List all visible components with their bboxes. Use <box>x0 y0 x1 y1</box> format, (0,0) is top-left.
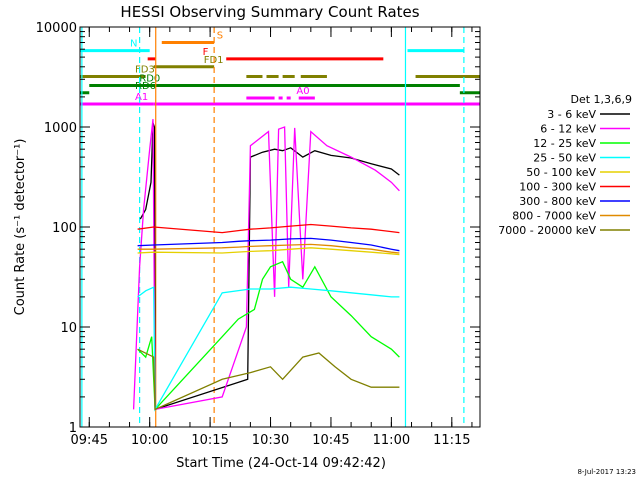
legend-entry-6: 300 - 800 keV <box>519 195 596 208</box>
x-tick-label-3: 10:30 <box>252 433 289 448</box>
series-lines <box>132 119 400 412</box>
x-tick-label-2: 10:15 <box>191 433 228 448</box>
flag-label-s: S <box>217 30 223 41</box>
chart-title: HESSI Observing Summary Count Rates <box>120 3 419 21</box>
flag-label-fd3: FD3 <box>135 64 155 75</box>
legend-entry-8: 7000 - 20000 keV <box>498 224 596 237</box>
y-tick-label-4: 10000 <box>36 21 77 36</box>
x-tick-label-0: 09:45 <box>71 433 108 448</box>
legend-entry-3: 25 - 50 keV <box>533 152 596 165</box>
flag-label-a1: A1 <box>135 92 148 103</box>
series-line-7 <box>137 243 400 254</box>
legend-entry-5: 100 - 300 keV <box>519 181 596 194</box>
series-line-8 <box>137 348 400 411</box>
flag-label-a0: A0 <box>296 86 309 97</box>
x-tick-label-4: 10:45 <box>312 433 349 448</box>
series-line-3 <box>137 286 400 412</box>
series-line-1 <box>132 119 400 411</box>
legend-entry-7: 800 - 7000 keV <box>512 210 596 223</box>
flag-label-f: F <box>203 47 209 58</box>
x-axis-label: Start Time (24-Oct-14 09:42:42) <box>176 456 386 471</box>
y-axis-label: Count Rate (s⁻¹ detector⁻¹) <box>13 139 28 316</box>
x-tick-label-5: 11:00 <box>373 433 410 448</box>
y-tick-label-3: 1000 <box>44 121 77 136</box>
series-line-6 <box>137 237 400 252</box>
legend-title: Det 1,3,6,9 <box>570 93 632 106</box>
footer-timestamp: 8-Jul-2017 13:23 <box>577 468 636 476</box>
series-line-5 <box>137 223 400 234</box>
x-tick-label-1: 10:00 <box>131 433 168 448</box>
flag-label-rd0: RD0 <box>139 74 160 85</box>
series-line-4 <box>137 247 400 256</box>
legend-entry-2: 12 - 25 keV <box>533 137 596 150</box>
y-tick-label-1: 10 <box>60 321 77 336</box>
legend-entry-4: 50 - 100 keV <box>526 166 596 179</box>
x-tick-label-6: 11:15 <box>433 433 470 448</box>
legend-entry-1: 6 - 12 keV <box>540 123 596 136</box>
y-tick-label-0: 1 <box>69 421 77 436</box>
y-tick-label-2: 100 <box>52 221 77 236</box>
flag-bars: SNFFD1FD3RD0RD6A0A1 <box>80 30 480 106</box>
flag-label-rd6: RD6 <box>135 81 156 92</box>
legend-entry-0: 3 - 6 keV <box>547 108 596 121</box>
flag-label-n: N <box>130 39 137 50</box>
x-axis: 09:45 10:00 10:15 10:30 10:45 11:00 11:15 <box>71 27 473 448</box>
